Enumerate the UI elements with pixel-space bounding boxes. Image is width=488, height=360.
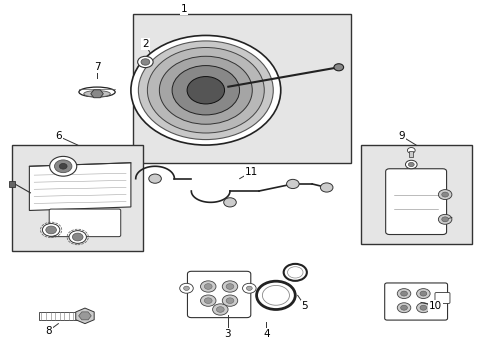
Circle shape: [419, 291, 426, 296]
Circle shape: [59, 163, 67, 169]
Ellipse shape: [83, 91, 110, 97]
Text: 2: 2: [142, 39, 148, 49]
Circle shape: [400, 291, 407, 296]
Text: 3: 3: [224, 329, 230, 339]
Circle shape: [405, 160, 416, 169]
Circle shape: [437, 190, 451, 199]
Circle shape: [46, 226, 56, 234]
Circle shape: [396, 303, 410, 313]
Text: 6: 6: [55, 131, 61, 141]
Circle shape: [407, 162, 413, 167]
Bar: [133, 14, 350, 163]
Circle shape: [441, 217, 447, 222]
Text: 4: 4: [263, 329, 269, 339]
FancyBboxPatch shape: [385, 169, 446, 234]
Circle shape: [222, 295, 237, 306]
FancyBboxPatch shape: [434, 293, 449, 303]
Text: 10: 10: [428, 301, 441, 311]
Circle shape: [69, 231, 86, 243]
Ellipse shape: [79, 87, 115, 97]
Bar: [9, 181, 15, 188]
Text: 7: 7: [94, 62, 100, 72]
Circle shape: [200, 295, 216, 306]
Circle shape: [223, 198, 236, 207]
Bar: [408, 151, 412, 157]
Circle shape: [204, 298, 212, 303]
Circle shape: [437, 214, 451, 224]
Circle shape: [222, 281, 237, 292]
Circle shape: [187, 77, 224, 104]
FancyBboxPatch shape: [187, 271, 250, 318]
FancyBboxPatch shape: [384, 283, 447, 320]
Circle shape: [441, 192, 447, 197]
Circle shape: [333, 64, 343, 71]
Circle shape: [396, 289, 410, 298]
Text: 8: 8: [45, 326, 52, 336]
Polygon shape: [29, 163, 131, 211]
FancyBboxPatch shape: [49, 209, 121, 237]
Circle shape: [320, 183, 332, 192]
Circle shape: [42, 224, 60, 236]
Circle shape: [216, 307, 224, 312]
Circle shape: [200, 281, 216, 292]
Circle shape: [416, 303, 429, 313]
Circle shape: [416, 289, 429, 298]
Text: 1: 1: [181, 4, 187, 14]
Circle shape: [180, 283, 193, 293]
Circle shape: [246, 286, 252, 291]
Bar: [12, 145, 142, 251]
Bar: [360, 145, 471, 244]
Circle shape: [172, 66, 239, 115]
Circle shape: [131, 35, 280, 145]
Circle shape: [225, 298, 233, 303]
Text: 5: 5: [301, 301, 307, 311]
Circle shape: [225, 284, 233, 289]
Circle shape: [419, 305, 426, 310]
Circle shape: [407, 148, 414, 153]
Circle shape: [242, 283, 256, 293]
Text: 11: 11: [244, 167, 258, 177]
Circle shape: [286, 179, 299, 189]
Circle shape: [72, 233, 83, 241]
Circle shape: [148, 174, 161, 183]
Circle shape: [159, 56, 252, 124]
Circle shape: [183, 286, 189, 291]
Bar: [39, 312, 80, 320]
Circle shape: [212, 304, 227, 315]
Circle shape: [50, 156, 77, 176]
Circle shape: [141, 59, 149, 65]
Circle shape: [400, 305, 407, 310]
Circle shape: [138, 56, 153, 68]
Circle shape: [54, 160, 72, 173]
Text: 9: 9: [398, 131, 404, 141]
Circle shape: [147, 48, 264, 133]
Circle shape: [138, 41, 273, 140]
Circle shape: [204, 284, 212, 289]
